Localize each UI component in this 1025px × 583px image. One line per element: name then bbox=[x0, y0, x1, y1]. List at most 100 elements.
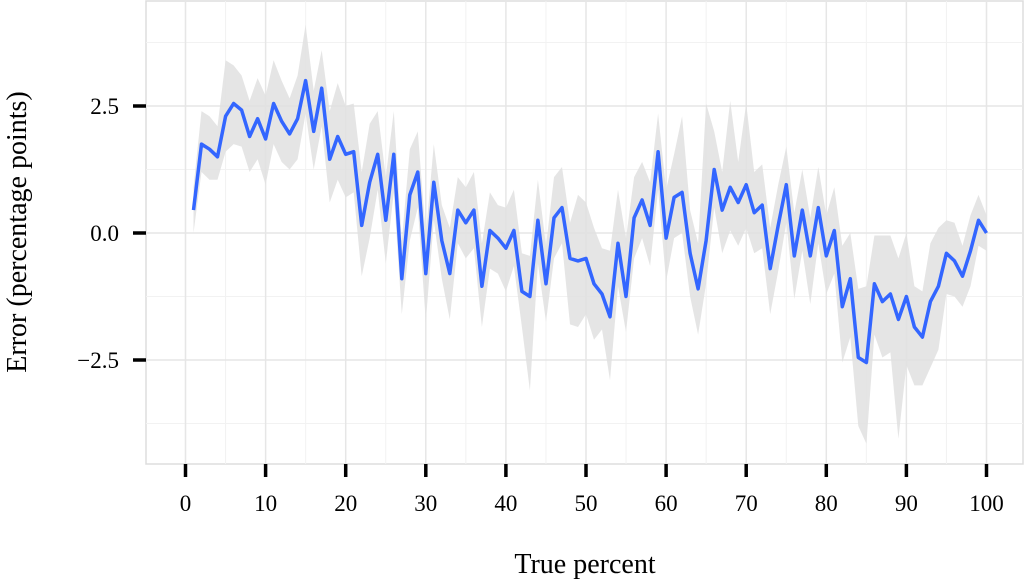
data-point-79 bbox=[817, 206, 820, 209]
data-point-10 bbox=[264, 137, 267, 140]
data-point-58 bbox=[649, 224, 652, 227]
data-point-54 bbox=[616, 242, 619, 245]
data-point-30 bbox=[424, 272, 427, 275]
data-point-77 bbox=[801, 209, 804, 212]
data-point-66 bbox=[713, 168, 716, 171]
x-tick-label-50: 50 bbox=[575, 491, 598, 516]
data-point-29 bbox=[416, 170, 419, 173]
data-point-100 bbox=[985, 231, 988, 234]
x-tick-label-80: 80 bbox=[815, 491, 838, 516]
x-axis: 0 10 20 30 40 50 60 70 80 90 100 bbox=[180, 464, 1004, 516]
y-tick-label--2.5: −2.5 bbox=[77, 348, 119, 373]
x-tick-label-10: 10 bbox=[254, 491, 277, 516]
data-point-43 bbox=[528, 295, 531, 298]
y-tick-label-2.5: 2.5 bbox=[90, 94, 119, 119]
data-point-6 bbox=[232, 102, 235, 105]
data-point-8 bbox=[248, 135, 251, 138]
data-point-12 bbox=[280, 120, 283, 123]
data-point-24 bbox=[376, 153, 379, 156]
data-point-44 bbox=[536, 219, 539, 222]
data-point-81 bbox=[833, 229, 836, 232]
confidence-band bbox=[193, 24, 987, 444]
data-point-99 bbox=[977, 219, 980, 222]
data-point-21 bbox=[352, 150, 355, 153]
series-line bbox=[191, 78, 988, 365]
x-tick-label-70: 70 bbox=[735, 491, 758, 516]
data-point-88 bbox=[889, 292, 892, 295]
data-point-70 bbox=[745, 183, 748, 186]
data-point-85 bbox=[865, 361, 868, 364]
data-point-65 bbox=[705, 239, 708, 242]
data-point-40 bbox=[504, 247, 507, 250]
data-point-64 bbox=[697, 287, 700, 290]
data-point-41 bbox=[512, 229, 515, 232]
data-point-76 bbox=[793, 254, 796, 257]
x-axis-title: True percent bbox=[514, 549, 655, 580]
data-point-56 bbox=[633, 216, 636, 219]
data-point-34 bbox=[456, 209, 459, 212]
data-point-89 bbox=[897, 318, 900, 321]
data-point-33 bbox=[448, 272, 451, 275]
data-point-15 bbox=[304, 79, 307, 82]
data-point-91 bbox=[913, 325, 916, 328]
data-point-71 bbox=[753, 211, 756, 214]
data-point-84 bbox=[857, 356, 860, 359]
data-point-55 bbox=[624, 295, 627, 298]
data-point-87 bbox=[881, 300, 884, 303]
data-point-49 bbox=[576, 259, 579, 262]
data-point-11 bbox=[272, 102, 275, 105]
data-point-4 bbox=[216, 155, 219, 158]
data-point-20 bbox=[344, 153, 347, 156]
y-axis-title: Error (percentage points) bbox=[2, 91, 33, 372]
data-point-98 bbox=[969, 249, 972, 252]
data-point-67 bbox=[721, 209, 724, 212]
data-point-60 bbox=[665, 237, 668, 240]
data-point-72 bbox=[761, 204, 764, 207]
x-tick-label-100: 100 bbox=[969, 491, 1004, 516]
data-point-13 bbox=[288, 132, 291, 135]
data-point-95 bbox=[945, 252, 948, 255]
data-point-5 bbox=[224, 115, 227, 118]
data-point-42 bbox=[520, 290, 523, 293]
data-point-3 bbox=[208, 148, 211, 151]
data-point-46 bbox=[552, 216, 555, 219]
data-point-50 bbox=[584, 257, 587, 260]
data-point-61 bbox=[673, 196, 676, 199]
data-point-23 bbox=[368, 181, 371, 184]
data-point-36 bbox=[472, 209, 475, 212]
data-point-63 bbox=[689, 252, 692, 255]
data-point-48 bbox=[568, 257, 571, 260]
data-point-94 bbox=[937, 285, 940, 288]
y-axis: −2.5 0.0 2.5 bbox=[77, 94, 146, 373]
data-point-47 bbox=[560, 206, 563, 209]
data-point-22 bbox=[360, 224, 363, 227]
data-point-86 bbox=[873, 282, 876, 285]
data-point-1 bbox=[192, 209, 195, 212]
data-point-78 bbox=[809, 254, 812, 257]
data-point-19 bbox=[336, 135, 339, 138]
data-point-68 bbox=[729, 186, 732, 189]
data-point-28 bbox=[408, 193, 411, 196]
data-point-97 bbox=[961, 275, 964, 278]
data-point-27 bbox=[400, 277, 403, 280]
data-point-35 bbox=[464, 221, 467, 224]
data-point-52 bbox=[600, 292, 603, 295]
data-point-39 bbox=[496, 237, 499, 240]
data-point-17 bbox=[320, 87, 323, 90]
x-tick-label-90: 90 bbox=[895, 491, 918, 516]
data-point-75 bbox=[785, 183, 788, 186]
data-point-7 bbox=[240, 109, 243, 112]
data-point-38 bbox=[488, 229, 491, 232]
x-tick-label-20: 20 bbox=[334, 491, 357, 516]
data-point-62 bbox=[681, 191, 684, 194]
data-point-93 bbox=[929, 300, 932, 303]
data-point-96 bbox=[953, 259, 956, 262]
data-point-26 bbox=[392, 153, 395, 156]
data-point-57 bbox=[641, 198, 644, 201]
data-point-51 bbox=[592, 282, 595, 285]
data-point-31 bbox=[432, 181, 435, 184]
data-point-37 bbox=[480, 285, 483, 288]
data-point-80 bbox=[825, 254, 828, 257]
x-tick-label-40: 40 bbox=[494, 491, 517, 516]
